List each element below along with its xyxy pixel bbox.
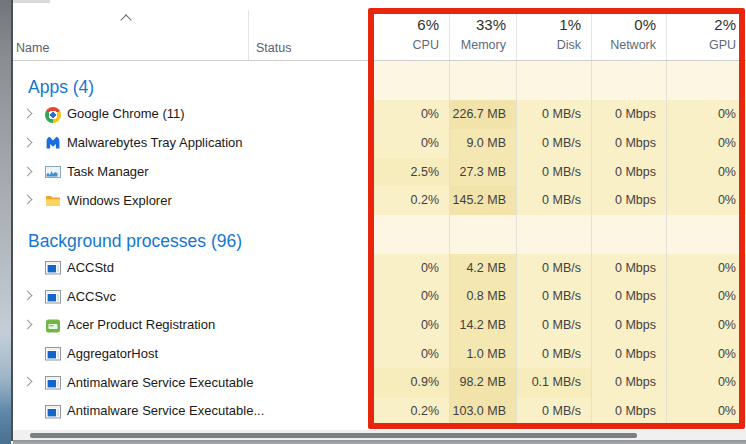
expand-chevron-icon[interactable] [23, 166, 33, 176]
process-row[interactable]: AggregatorHost [13, 340, 368, 369]
window-icon [45, 260, 61, 276]
expand-chevron-icon[interactable] [23, 109, 33, 119]
process-name: Antimalware Service Executable... [67, 397, 368, 426]
process-row[interactable]: ACCSvc [13, 283, 368, 312]
section-header[interactable]: Apps (4) [28, 77, 94, 98]
process-name: Antimalware Service Executable [67, 369, 368, 398]
annotation-rectangle [368, 8, 745, 429]
process-name: Google Chrome (11) [67, 100, 368, 129]
process-name: Windows Explorer [67, 187, 368, 216]
folder-icon [45, 193, 61, 209]
expand-chevron-icon[interactable] [23, 320, 33, 330]
process-name: AggregatorHost [67, 340, 368, 369]
process-row[interactable]: Antimalware Service Executable... [13, 397, 368, 426]
sort-ascending-caret-icon [120, 14, 131, 25]
window-icon [45, 346, 61, 362]
malwarebytes-icon [45, 135, 61, 151]
horizontal-scrollbar-thumb[interactable] [30, 433, 637, 438]
process-row[interactable]: Acer Product Registration [13, 311, 368, 340]
window-icon [45, 375, 61, 391]
process-row[interactable]: Task Manager [13, 158, 368, 187]
section-header[interactable]: Background processes (96) [28, 231, 242, 252]
process-name: Task Manager [67, 158, 368, 187]
process-row[interactable]: Antimalware Service Executable [13, 369, 368, 398]
process-name: ACCStd [67, 254, 368, 283]
process-row[interactable]: Malwarebytes Tray Application [13, 129, 368, 158]
process-name: Malwarebytes Tray Application [67, 129, 368, 158]
chrome-icon [45, 107, 61, 123]
column-header-name[interactable]: Name [16, 41, 49, 55]
desktop-background-strip [0, 0, 11, 444]
expand-chevron-icon[interactable] [23, 137, 33, 147]
expand-chevron-icon[interactable] [23, 195, 33, 205]
process-name: ACCSvc [67, 283, 368, 312]
process-row[interactable]: Google Chrome (11) [13, 100, 368, 129]
window-icon [45, 289, 61, 305]
column-header-status[interactable]: Status [256, 41, 291, 55]
top-edge-notch [13, 0, 50, 3]
expand-chevron-icon[interactable] [23, 291, 33, 301]
taskmgr-icon [45, 164, 61, 180]
expand-chevron-icon[interactable] [23, 377, 33, 387]
acer-icon [45, 318, 61, 334]
window-icon [45, 404, 61, 420]
process-row[interactable]: Windows Explorer [13, 187, 368, 216]
window-bottom-edge [13, 440, 746, 444]
column-divider[interactable] [248, 10, 249, 60]
task-manager-window: Name Status 6%CPU33%Memory1%Disk0%Networ… [0, 0, 746, 444]
process-row[interactable]: ACCStd [13, 254, 368, 283]
process-name: Acer Product Registration [67, 311, 368, 340]
